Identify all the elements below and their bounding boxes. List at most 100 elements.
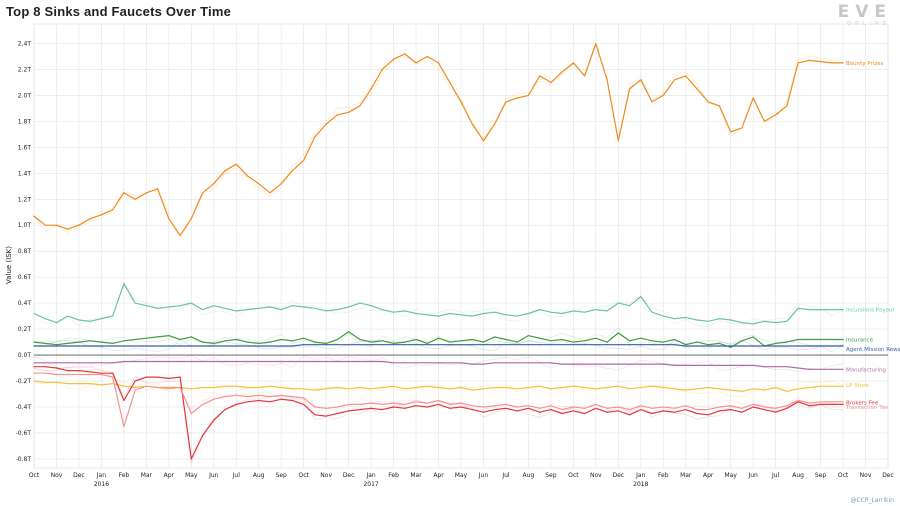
data-point-lp-store [617, 385, 619, 387]
data-point-lp-store [820, 385, 822, 387]
data-point-insurance [157, 336, 159, 338]
data-point-bounty-prizes [606, 79, 608, 81]
data-point-transaction-tax [348, 403, 350, 405]
data-point-agent-mission-rewards [584, 344, 586, 346]
data-point-agent-mission-rewards [381, 344, 383, 346]
data-point-manufacturing [550, 362, 552, 364]
data-point-bounty-prizes [437, 62, 440, 64]
data-point-agent-mission-rewards [303, 344, 305, 346]
data-point-agent-mission-rewards [359, 344, 361, 346]
data-point-manufacturing [314, 360, 316, 363]
data-point-agent-mission-rewards [718, 345, 721, 347]
y-tick-label: 0.4T [18, 300, 32, 307]
data-point-brokers-fee [269, 401, 271, 403]
data-point-agent-mission-rewards [145, 345, 147, 347]
data-point-lp-store [550, 388, 552, 390]
data-point-agent-mission-rewards [460, 344, 462, 346]
data-point-insurance [707, 344, 709, 346]
x-tick-label: Jun [478, 472, 489, 479]
data-point-incursions-payout [550, 311, 552, 313]
data-point-transaction-tax [696, 409, 698, 411]
data-point-lp-store [44, 381, 46, 383]
data-point-incursions-payout [370, 305, 372, 307]
data-point-manufacturing [78, 362, 80, 364]
data-point-incursions-payout [808, 309, 810, 311]
data-point-incursions-payout [280, 309, 282, 311]
data-point-brokers-fee [246, 401, 249, 403]
data-point-brokers-fee [505, 407, 507, 409]
y-tick-label: 0.6T [18, 274, 32, 281]
data-point-transaction-tax [336, 406, 338, 408]
data-point-brokers-fee [336, 412, 338, 415]
data-point-brokers-fee [527, 407, 530, 409]
data-point-brokers-fee [516, 410, 518, 412]
data-point-agent-mission-rewards [651, 344, 653, 346]
data-point-bounty-prizes [246, 175, 249, 177]
data-point-brokers-fee [449, 407, 451, 409]
data-point-transaction-tax [67, 373, 69, 376]
data-point-agent-mission-rewards [629, 344, 631, 346]
data-point-bounty-prizes [291, 170, 293, 172]
data-point-transaction-tax [763, 406, 766, 408]
data-point-transaction-tax [44, 372, 46, 374]
data-point-insurance [235, 338, 237, 341]
data-point-transaction-tax [258, 394, 260, 396]
data-point-manufacturing [606, 363, 608, 365]
data-point-agent-mission-rewards [527, 344, 530, 346]
data-point-brokers-fee [325, 415, 327, 417]
x-tick-label: Jul [501, 472, 510, 479]
data-point-insurance [685, 344, 687, 346]
data-point-lp-store [527, 386, 530, 389]
data-point-manufacturing [224, 360, 226, 363]
data-point-transaction-tax [539, 407, 541, 409]
data-point-insurance [572, 341, 575, 343]
data-point-bounty-prizes [763, 120, 766, 122]
data-point-agent-mission-rewards [550, 344, 552, 346]
data-point-insurance [584, 340, 586, 342]
y-axis-label: Value (ISK) [5, 246, 13, 284]
y-tick-label: 1.0T [18, 222, 32, 229]
data-point-insurance [370, 341, 372, 343]
data-point-incursions-payout [359, 302, 361, 304]
data-point-insurance [831, 338, 833, 341]
data-point-bounty-prizes [67, 228, 69, 230]
data-point-insurance [44, 342, 46, 344]
data-point-insurance [797, 338, 799, 341]
data-point-transaction-tax [561, 409, 563, 411]
data-point-bounty-prizes [123, 192, 125, 194]
series-label-agent-mission-rewards: Agent Mission Rewards [846, 347, 900, 353]
data-point-insurance [775, 342, 777, 344]
x-tick-label: Aug [792, 472, 804, 479]
data-point-agent-mission-rewards [449, 344, 451, 346]
data-point-lp-store [606, 386, 608, 389]
data-point-bounty-prizes [662, 94, 664, 96]
data-point-insurance [67, 342, 69, 344]
series-label-lp-store: LP Store [846, 383, 869, 389]
x-tick-label: Jul [232, 472, 241, 479]
data-point-manufacturing [291, 360, 293, 363]
x-tick-label: Apr [164, 472, 175, 479]
data-point-brokers-fee [775, 411, 777, 413]
data-point-bounty-prizes [112, 209, 114, 211]
data-point-brokers-fee [617, 410, 619, 412]
series-halo-insurance [33, 327, 844, 350]
data-point-transaction-tax [179, 386, 181, 389]
data-point-manufacturing [325, 360, 327, 363]
data-point-transaction-tax [78, 373, 80, 376]
data-point-brokers-fee [33, 366, 35, 368]
data-point-lp-store [112, 383, 114, 385]
data-point-transaction-tax [168, 386, 170, 389]
data-point-lp-store [640, 386, 642, 389]
x-tick-label: Sep [276, 472, 288, 479]
y-tick-label: -0.4T [16, 404, 32, 411]
data-point-bounty-prizes [741, 127, 743, 129]
data-point-brokers-fee [561, 412, 563, 415]
data-point-lp-store [303, 388, 305, 390]
data-point-agent-mission-rewards [505, 344, 507, 346]
data-point-lp-store [213, 386, 215, 389]
data-point-insurance [112, 342, 114, 344]
data-point-incursions-payout [584, 311, 586, 313]
data-point-lp-store [426, 385, 428, 387]
data-point-lp-store [741, 390, 743, 392]
data-point-agent-mission-rewards [202, 345, 204, 347]
